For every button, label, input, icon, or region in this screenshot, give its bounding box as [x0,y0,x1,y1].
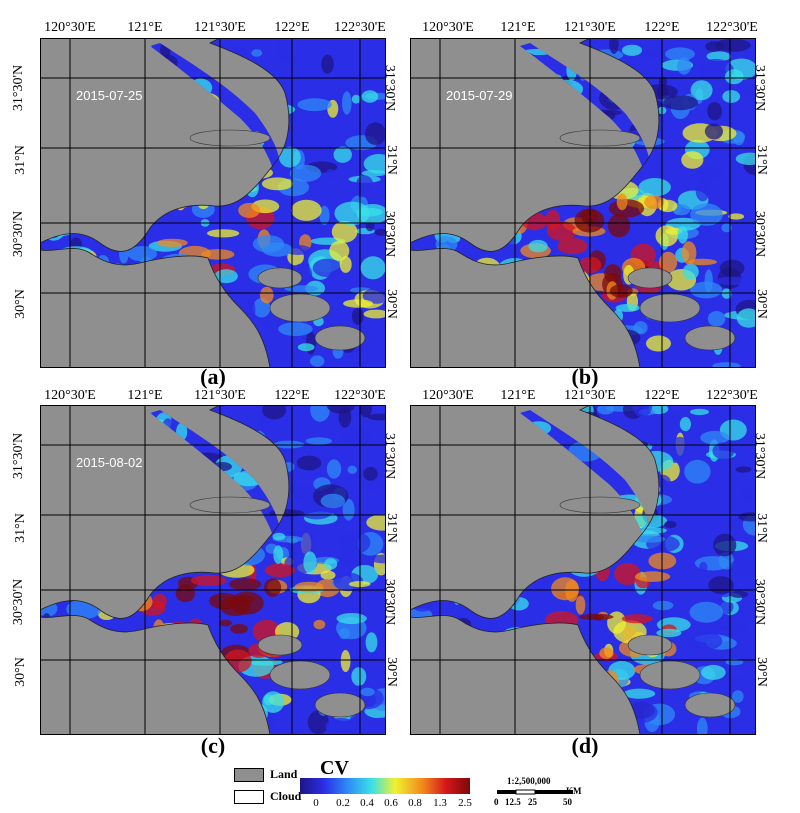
island-1 [269,660,331,690]
lon-label-c-4: 122°30'E [334,388,386,403]
lon-label-d-1: 121°E [500,388,536,403]
lon-label-c-3: 122°E [274,388,310,403]
lon-label-a-4: 122°30'E [334,20,386,35]
panel-label-c: (c) [200,733,226,758]
lat-label-d-left-0: 31°30'N [382,432,398,480]
colorbar-gradient [300,778,470,794]
lat-label-c-3: 30°N [12,657,28,687]
lon-label-d-0: 120°30'E [422,388,474,403]
lon-label-d-4: 122°30'E [706,388,758,403]
lon-label-b-0: 120°30'E [422,20,474,35]
lon-label-a-0: 120°30'E [44,20,96,35]
map-image-b [410,38,756,368]
lat-label-a-1: 31°N [12,145,28,175]
island-0 [559,129,641,147]
cloud-swatch [234,790,264,804]
scale-unit: KM [566,786,582,796]
colorbar-title: CV [320,757,349,779]
island-3 [257,267,303,289]
scale-tick-1: 12.5 [505,797,521,807]
map-panel-a: 2015-07-25 [40,38,386,368]
lat-label-d-right-2: 30°30'N [752,578,768,626]
island-2 [684,692,736,718]
panel-date-b: 2015-07-29 [446,88,513,103]
island-2 [314,325,366,351]
lat-label-b-left-0: 31°30'N [382,64,398,112]
lon-label-a-1: 121°E [127,20,163,35]
scale-tick-3: 50 [563,797,572,807]
lon-label-a-3: 122°E [274,20,310,35]
lat-label-c-1: 31°N [12,513,28,543]
map-image-c [40,405,386,735]
island-2 [314,692,366,718]
lat-label-a-0: 31°30'N [11,64,27,112]
lon-label-b-3: 122°E [644,20,680,35]
colorbar-tick-4: 0.8 [408,797,422,809]
island-0 [189,496,271,514]
lon-label-a-2: 121°30'E [194,20,246,35]
cv-water-d [410,405,756,735]
lat-label-d-left-3: 30°N [383,657,399,687]
scale-tick-0: 0 [494,797,499,807]
colorbar-tick-2: 0.4 [360,797,374,809]
lat-label-b-right-1: 31°N [753,145,769,175]
colorbar-tick-3: 0.6 [384,797,398,809]
map-panel-b: 2015-07-29 [410,38,756,368]
colorbar-tick-0: 0 [313,797,319,809]
lon-label-d-2: 121°30'E [564,388,616,403]
lat-label-b-left-3: 30°N [383,289,399,319]
panel-label-b: (b) [571,364,599,389]
island-1 [269,293,331,323]
island-3 [627,634,673,656]
lat-label-a-3: 30°N [12,289,28,319]
island-1 [639,293,701,323]
lat-label-b-left-2: 30°30'N [382,210,398,258]
lat-label-b-right-3: 30°N [753,289,769,319]
lat-label-d-left-1: 31°N [383,513,399,543]
colorbar-tick-5: 1.3 [433,797,447,809]
map-image-d [410,405,756,735]
land-swatch [234,768,264,782]
island-2 [684,325,736,351]
lon-label-b-1: 121°E [500,20,536,35]
lon-label-b-2: 121°30'E [564,20,616,35]
scale-bar [497,789,573,795]
lat-label-a-2: 30°30'N [11,210,27,258]
land-label: Land [270,767,298,781]
lon-label-c-0: 120°30'E [44,388,96,403]
panel-label-d: (d) [571,733,599,758]
lat-label-c-2: 30°30'N [11,578,27,626]
island-3 [257,634,303,656]
scale-ratio: 1:2,500,000 [507,776,551,786]
lat-label-d-right-3: 30°N [753,657,769,687]
colorbar [300,778,470,794]
island-0 [559,496,641,514]
scale-tick-2: 25 [528,797,537,807]
lon-label-c-1: 121°E [127,388,163,403]
panel-label-a: (a) [200,364,226,389]
island-1 [639,660,701,690]
lat-label-d-right-1: 31°N [753,513,769,543]
lat-label-b-left-1: 31°N [383,145,399,175]
island-3 [627,267,673,289]
lat-label-c-0: 31°30'N [11,432,27,480]
map-panel-d [410,405,756,735]
panel-date-c: 2015-08-02 [76,455,143,470]
lon-label-c-2: 121°30'E [194,388,246,403]
map-image-a [40,38,386,368]
lat-label-b-right-0: 31°30'N [752,64,768,112]
island-0 [189,129,271,147]
map-panel-c: 2015-08-02 [40,405,386,735]
cloud-label: Cloud [270,789,302,803]
panel-date-a: 2015-07-25 [76,88,143,103]
lon-label-b-4: 122°30'E [706,20,758,35]
lat-label-d-right-0: 31°30'N [752,432,768,480]
lat-label-b-right-2: 30°30'N [752,210,768,258]
colorbar-tick-1: 0.2 [336,797,350,809]
colorbar-tick-6: 2.5 [458,797,472,809]
lat-label-d-left-2: 30°30'N [382,578,398,626]
lon-label-d-3: 122°E [644,388,680,403]
